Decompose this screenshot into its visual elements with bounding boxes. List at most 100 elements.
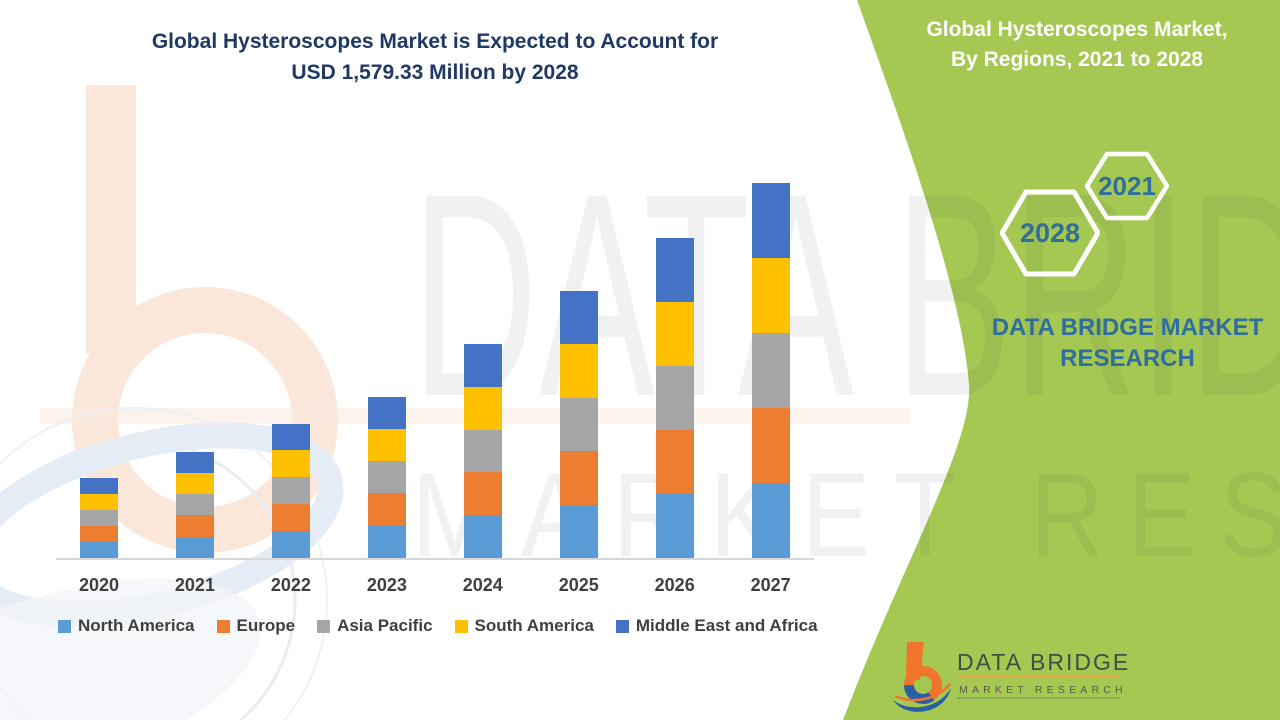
bar-segment-south-america bbox=[559, 344, 598, 398]
logo-tagline-text: MARKET RESEARCH bbox=[959, 684, 1127, 696]
legend-item-north-america: North America bbox=[58, 616, 195, 636]
hexagon-badge-2021: 2021 bbox=[1085, 151, 1169, 221]
hexagon-badge-2028: 2028 bbox=[1000, 189, 1100, 277]
legend-label: South America bbox=[474, 616, 594, 635]
bar-segment-south-america bbox=[463, 386, 502, 430]
bar-segment-south-america bbox=[751, 258, 790, 333]
legend-swatch-icon bbox=[58, 619, 71, 633]
bar-2022 bbox=[271, 423, 310, 559]
legend-swatch-icon bbox=[454, 619, 468, 633]
x-axis-label-2025: 2025 bbox=[558, 575, 599, 595]
bar-segment-north-america bbox=[367, 525, 406, 558]
legend-label: Europe bbox=[236, 616, 296, 635]
chart-title-line1: Global Hysteroscopes Market is Expected … bbox=[151, 30, 719, 53]
bar-segment-north-america bbox=[655, 494, 694, 558]
bar-2025 bbox=[559, 290, 598, 558]
bar-segment-europe bbox=[751, 408, 790, 483]
bar-segment-north-america bbox=[559, 504, 598, 558]
x-axis-label-2020: 2020 bbox=[78, 575, 120, 595]
legend-item-middle-east-and-africa: Middle East and Africa bbox=[615, 616, 818, 636]
bar-segment-asia-pacific bbox=[655, 366, 694, 430]
bar-segment-europe bbox=[367, 493, 406, 526]
bar-segment-middle-east-and-africa bbox=[655, 238, 694, 302]
hexagon-2021-label: 2021 bbox=[1098, 170, 1156, 201]
bar-segment-middle-east-and-africa bbox=[367, 396, 406, 429]
bar-segment-europe bbox=[271, 504, 310, 532]
brand-text-line2: RESEARCH bbox=[1060, 345, 1195, 372]
bar-2020 bbox=[80, 477, 118, 559]
bar-2023 bbox=[367, 396, 406, 559]
bar-segment-middle-east-and-africa bbox=[463, 344, 502, 387]
chart-title: Global Hysteroscopes Market is Expected … bbox=[40, 26, 830, 88]
panel-title-line2: By Regions, 2021 to 2028 bbox=[950, 48, 1204, 71]
bar-segment-asia-pacific bbox=[751, 333, 790, 408]
bar-segment-north-america bbox=[751, 483, 790, 558]
bar-segment-middle-east-and-africa bbox=[751, 183, 790, 258]
bar-segment-middle-east-and-africa bbox=[175, 451, 214, 473]
data-bridge-logo: DATA BRIDGE MARKET RESEARCH bbox=[893, 642, 1130, 712]
bar-segment-north-america bbox=[175, 536, 214, 558]
watermark-circle-outer bbox=[0, 407, 328, 720]
x-axis-label-2023: 2023 bbox=[366, 575, 407, 595]
bar-segment-south-america bbox=[175, 472, 214, 495]
bar-segment-asia-pacific bbox=[463, 429, 502, 473]
brand-text-line1: DATA BRIDGE MARKET bbox=[991, 314, 1264, 341]
legend-item-asia-pacific: Asia Pacific bbox=[317, 616, 433, 636]
brand-text: DATA BRIDGE MARKET RESEARCH bbox=[985, 312, 1270, 374]
bar-segment-asia-pacific bbox=[271, 477, 310, 505]
bar-2024 bbox=[463, 344, 502, 558]
bar-segment-south-america bbox=[367, 428, 406, 462]
legend-label: North America bbox=[78, 616, 195, 635]
bar-segment-north-america bbox=[271, 531, 310, 558]
hexagon-outline-icon bbox=[1085, 151, 1169, 221]
watermark-corner-swoosh bbox=[0, 578, 261, 720]
bar-segment-south-america bbox=[80, 493, 118, 510]
chart-legend: North America Europe Asia Pacific South Ame… bbox=[58, 616, 818, 636]
x-axis-label-2027: 2027 bbox=[750, 575, 791, 595]
legend-swatch-icon bbox=[216, 619, 230, 633]
x-axis-label-2022: 2022 bbox=[270, 575, 311, 595]
bar-segment-asia-pacific bbox=[367, 461, 406, 494]
bar-segment-europe bbox=[655, 430, 694, 494]
panel-title-line1: Global Hysteroscopes Market, bbox=[926, 18, 1228, 41]
legend-label: Asia Pacific bbox=[337, 616, 433, 635]
bar-segment-middle-east-and-africa bbox=[271, 423, 310, 451]
logo-name-text: DATA BRIDGE bbox=[957, 649, 1130, 675]
hexagon-outline-icon bbox=[1000, 189, 1100, 277]
x-axis-label-2026: 2026 bbox=[654, 575, 695, 595]
x-axis-label-2024: 2024 bbox=[462, 575, 503, 595]
bar-segment-europe bbox=[175, 515, 214, 537]
bar-segment-middle-east-and-africa bbox=[559, 290, 598, 344]
bar-segment-asia-pacific bbox=[559, 397, 598, 451]
legend-swatch-icon bbox=[317, 619, 331, 633]
logo-b-icon bbox=[893, 642, 951, 712]
bar-2027 bbox=[751, 183, 790, 558]
watermark-circle-inner bbox=[0, 438, 297, 720]
bar-segment-asia-pacific bbox=[175, 494, 214, 516]
bar-segment-north-america bbox=[463, 515, 502, 558]
legend-item-europe: Europe bbox=[216, 616, 296, 636]
bar-segment-europe bbox=[463, 472, 502, 516]
legend-label: Middle East and Africa bbox=[635, 616, 818, 635]
legend-item-south-america: South America bbox=[454, 616, 594, 636]
bar-segment-asia-pacific bbox=[80, 509, 118, 526]
x-axis-label-2021: 2021 bbox=[174, 575, 215, 595]
bar-2026 bbox=[655, 238, 694, 558]
bar-segment-europe bbox=[80, 525, 118, 542]
bar-segment-south-america bbox=[271, 450, 310, 478]
watermark-b-stem bbox=[86, 85, 136, 353]
chart-title-line2: USD 1,579.33 Million by 2028 bbox=[291, 61, 579, 84]
green-panel-shape bbox=[843, 0, 1280, 720]
bar-2021 bbox=[175, 451, 214, 559]
legend-swatch-icon bbox=[615, 619, 629, 633]
bar-segment-middle-east-and-africa bbox=[80, 477, 118, 494]
x-axis-line bbox=[56, 558, 814, 560]
bar-segment-north-america bbox=[80, 541, 118, 558]
panel-title: Global Hysteroscopes Market, By Regions,… bbox=[882, 15, 1272, 75]
bar-segment-europe bbox=[559, 451, 598, 505]
hexagon-2028-label: 2028 bbox=[1019, 217, 1081, 248]
bar-segment-south-america bbox=[655, 302, 694, 366]
